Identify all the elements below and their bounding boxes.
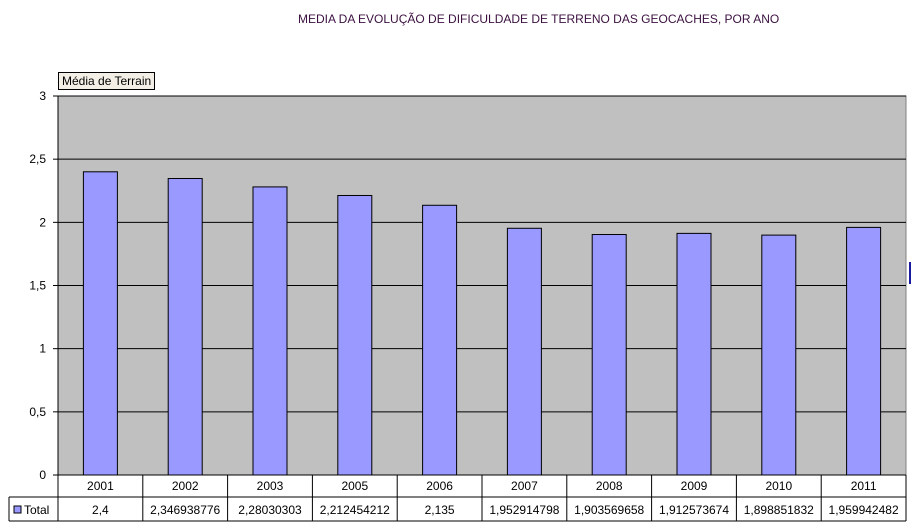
bar [761,234,797,476]
bar [167,178,203,476]
x-tick-label: 2007 [511,479,538,493]
bar [591,234,627,476]
x-tick-label: 2001 [87,479,114,493]
legend-key [13,505,22,514]
x-tick-label: 2008 [596,479,623,493]
x-tick-label: 2005 [341,479,368,493]
chart-title: MEDIA DA EVOLUÇÃO DE DIFICULDADE DE TERR… [298,12,780,26]
x-tick-label: 2003 [257,479,284,493]
y-tick-label: 0 [39,468,46,482]
y-tick-label: 1,5 [29,279,46,293]
bar [337,194,373,476]
bar [422,204,458,476]
y-tick-label: 3 [39,89,46,103]
data-label: 2,212454212 [320,503,390,517]
data-label: 1,952914798 [489,503,559,517]
bar [252,186,288,476]
data-label: 1,898851832 [744,503,814,517]
data-label: 2,135 [425,503,455,517]
data-label: 1,912573674 [659,503,729,517]
bar [506,227,542,476]
x-tick-label: 2002 [172,479,199,493]
data-label: 1,959942482 [829,503,899,517]
y-tick-label: 2 [39,215,46,229]
y-tick-label: 2,5 [29,152,46,166]
bar [846,226,882,476]
x-tick-label: 2010 [765,479,792,493]
legend-series-name: Total [24,503,49,517]
data-label: 1,903569658 [574,503,644,517]
y-tick-label: 0,5 [29,405,46,419]
data-label: 2,346938776 [150,503,220,517]
series-field-button[interactable]: Média de Terrain [58,72,156,90]
data-label: 2,4 [92,503,109,517]
x-tick-label: 2011 [851,479,877,493]
bar [676,232,712,476]
bar [82,171,118,476]
y-tick-label: 1 [39,342,46,356]
x-tick-label: 2009 [681,479,708,493]
data-label: 2,28030303 [238,503,302,517]
x-tick-label: 2006 [426,479,453,493]
